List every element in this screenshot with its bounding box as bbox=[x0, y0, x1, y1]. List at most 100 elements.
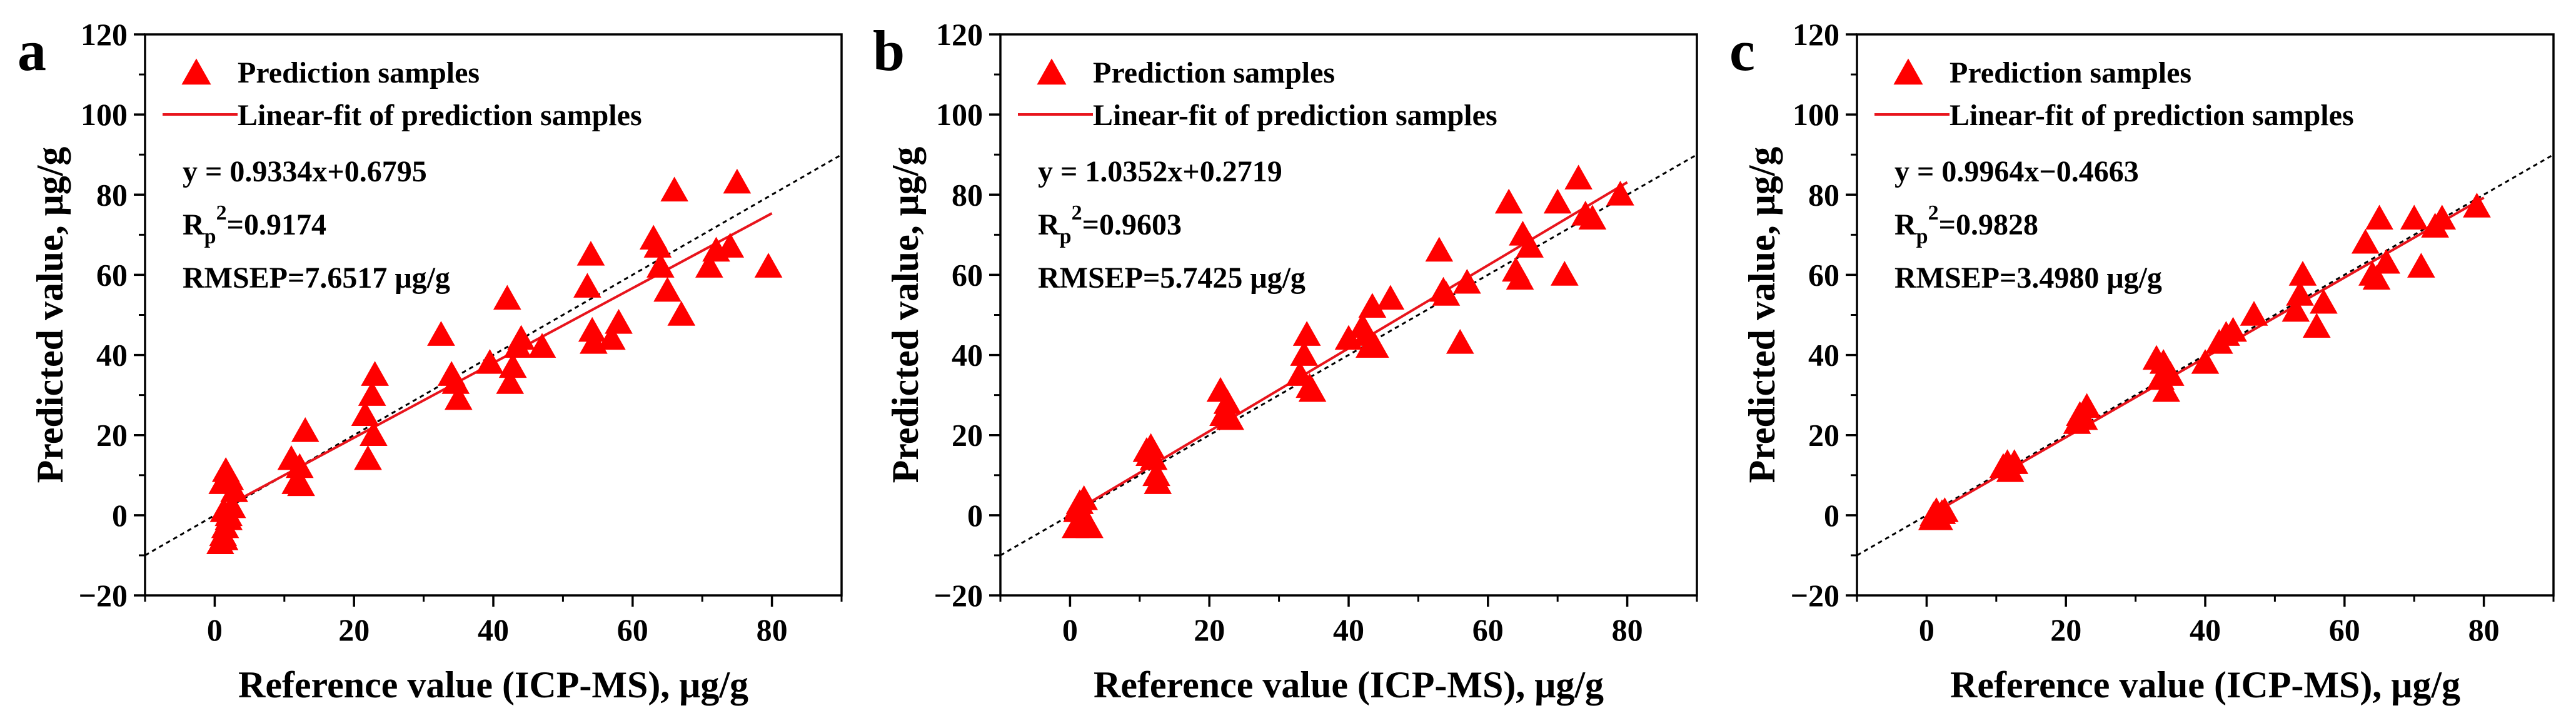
y-tick-label: 60 bbox=[96, 257, 128, 292]
data-point bbox=[2073, 393, 2101, 418]
data-point bbox=[476, 349, 504, 374]
data-point bbox=[1144, 469, 1172, 494]
data-point bbox=[498, 353, 527, 378]
fit-equation: y = 0.9334x+0.6795 bbox=[183, 155, 427, 188]
data-point bbox=[695, 253, 723, 278]
fit-equation: y = 0.9964x−0.4663 bbox=[1894, 155, 2139, 188]
data-point bbox=[578, 316, 606, 342]
y-axis-label: Predicted value, μg/g bbox=[885, 147, 926, 483]
data-point bbox=[210, 525, 239, 550]
data-point bbox=[653, 276, 682, 302]
legend-fit-label: Linear-fit of prediction samples bbox=[238, 99, 642, 132]
data-point bbox=[1453, 268, 1481, 294]
data-point bbox=[643, 233, 672, 258]
data-point bbox=[716, 233, 745, 258]
data-point bbox=[1921, 503, 1950, 528]
data-point bbox=[2428, 205, 2457, 230]
x-tick-label: 20 bbox=[338, 612, 370, 647]
y-tick-label: −20 bbox=[1791, 578, 1840, 613]
data-point bbox=[754, 253, 783, 278]
x-tick-label: 20 bbox=[1194, 612, 1225, 647]
data-point bbox=[2310, 288, 2338, 314]
y-tick-label: 60 bbox=[952, 257, 983, 292]
legend-fit-label: Linear-fit of prediction samples bbox=[1950, 99, 2354, 132]
data-point bbox=[2407, 253, 2435, 278]
data-point bbox=[441, 369, 470, 394]
legend-scatter-label: Prediction samples bbox=[1950, 56, 2191, 89]
y-tick-label: 120 bbox=[1793, 17, 1839, 52]
legend-scatter-label: Prediction samples bbox=[238, 56, 480, 89]
data-point bbox=[291, 417, 319, 442]
data-point bbox=[2000, 449, 2029, 474]
panel-label: a bbox=[18, 19, 46, 83]
data-point bbox=[1494, 188, 1523, 214]
data-point bbox=[287, 471, 315, 497]
data-point bbox=[2282, 296, 2310, 322]
y-tick-label: 20 bbox=[1808, 418, 1839, 453]
y-tick-label: −20 bbox=[934, 578, 984, 613]
y-tick-label: 80 bbox=[96, 177, 128, 212]
data-point bbox=[528, 333, 556, 358]
chart-panel-b: 0 20 40 60 80 −20 0 20 40 60 80 100 120 Reference val… bbox=[873, 17, 1698, 705]
x-tick-label: 80 bbox=[1612, 612, 1643, 647]
rmsep: RMSEP=5.7425 μg/g bbox=[1038, 261, 1306, 295]
x-tick-label: 60 bbox=[2329, 612, 2360, 647]
y-axis-label: Predicted value, μg/g bbox=[1741, 147, 1783, 483]
data-point bbox=[493, 285, 521, 310]
panel-label: b bbox=[873, 19, 905, 83]
data-point bbox=[2240, 301, 2268, 326]
data-point bbox=[2400, 205, 2428, 230]
data-point bbox=[1432, 281, 1461, 306]
legend-marker bbox=[1893, 58, 1923, 85]
data-point bbox=[1578, 205, 1607, 230]
data-point bbox=[1376, 285, 1405, 310]
data-point bbox=[351, 401, 380, 426]
x-tick-label: 40 bbox=[478, 612, 509, 647]
data-point bbox=[285, 453, 314, 478]
y-tick-label: 20 bbox=[952, 418, 983, 453]
y-tick-label: 20 bbox=[96, 418, 128, 453]
y-tick-label: 100 bbox=[81, 97, 128, 132]
y-tick-label: 0 bbox=[112, 498, 128, 533]
data-point bbox=[1216, 405, 1244, 430]
data-point bbox=[605, 308, 633, 334]
x-tick-label: 60 bbox=[617, 612, 648, 647]
y-tick-label: 120 bbox=[81, 17, 128, 52]
data-point bbox=[1358, 293, 1387, 318]
data-point bbox=[647, 253, 675, 278]
x-axis-label: Reference value (ICP-MS), μg/g bbox=[1094, 664, 1604, 705]
data-point bbox=[220, 477, 248, 502]
rmsep: RMSEP=7.6517 μg/g bbox=[183, 261, 450, 295]
data-point bbox=[358, 381, 386, 406]
data-point bbox=[2463, 193, 2491, 218]
data-point bbox=[1506, 265, 1534, 290]
data-point bbox=[2351, 228, 2380, 254]
data-point bbox=[723, 168, 752, 194]
data-point bbox=[1064, 493, 1093, 518]
y-tick-label: 100 bbox=[936, 97, 983, 132]
data-point bbox=[444, 385, 473, 410]
data-point bbox=[354, 445, 382, 470]
x-tick-label: 40 bbox=[2190, 612, 2221, 647]
data-point bbox=[1298, 377, 1327, 402]
x-tick-label: 80 bbox=[2468, 612, 2500, 647]
data-point bbox=[1135, 441, 1164, 467]
y-tick-label: 100 bbox=[1793, 97, 1839, 132]
data-point bbox=[1290, 341, 1319, 366]
y-tick-label: 40 bbox=[96, 338, 128, 373]
data-point bbox=[2191, 349, 2220, 374]
r-squared: Rp2=0.9828 bbox=[1894, 201, 2038, 248]
y-tick-label: 80 bbox=[952, 177, 983, 212]
data-point bbox=[1564, 164, 1592, 190]
chart-panel-c: 0 20 40 60 80 −20 0 20 40 60 80 100 120 Reference val… bbox=[1729, 17, 2555, 705]
x-axis-label: Reference value (ICP-MS), μg/g bbox=[1950, 664, 2460, 705]
y-tick-label: 40 bbox=[1808, 338, 1839, 373]
data-point bbox=[2286, 281, 2314, 306]
data-point bbox=[573, 273, 601, 298]
x-tick-label: 0 bbox=[207, 612, 223, 647]
r-squared: Rp2=0.9174 bbox=[183, 201, 326, 248]
y-tick-label: 60 bbox=[1808, 257, 1839, 292]
legend-marker bbox=[181, 58, 211, 85]
x-tick-label: 0 bbox=[1062, 612, 1078, 647]
data-point bbox=[1551, 261, 1579, 286]
